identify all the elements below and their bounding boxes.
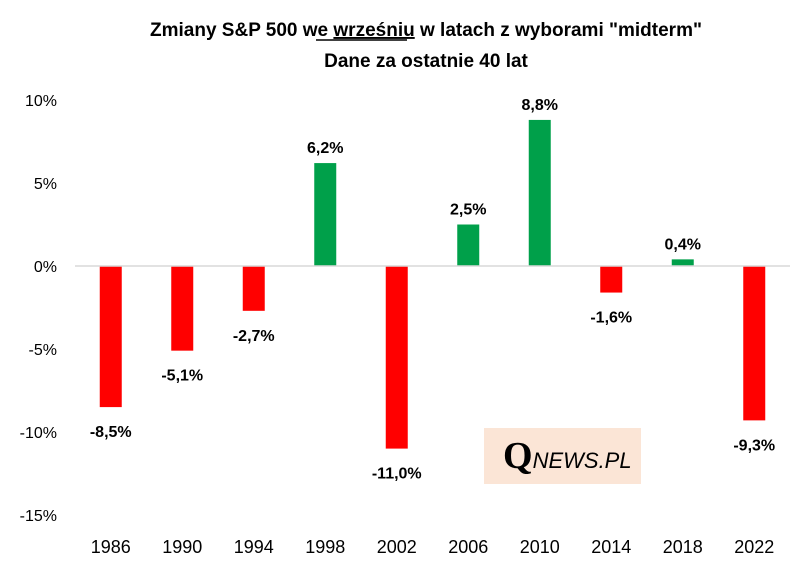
bar xyxy=(671,259,694,266)
x-tick-label: 1994 xyxy=(234,537,274,557)
chart-title-part-2: wrześniu xyxy=(332,20,414,41)
bar xyxy=(600,266,623,293)
x-tick-label: 2006 xyxy=(448,537,488,557)
bar xyxy=(314,163,337,266)
logo-rest: NEWS.PL xyxy=(533,448,632,473)
data-label: 2,5% xyxy=(450,202,486,219)
x-tick-label: 2002 xyxy=(377,537,417,557)
x-tick-label: 2018 xyxy=(663,537,703,557)
data-label: -1,6% xyxy=(590,310,632,327)
x-tick-label: 1986 xyxy=(91,537,131,557)
y-tick-label: -15% xyxy=(20,508,57,525)
data-label: -5,1% xyxy=(161,368,203,385)
y-tick-label: 0% xyxy=(34,259,57,276)
qnews-logo: QNEWS.PL xyxy=(484,428,641,484)
bar xyxy=(457,224,480,266)
data-label: 6,2% xyxy=(307,140,343,157)
bar xyxy=(242,266,265,311)
x-tick-label: 2022 xyxy=(734,537,774,557)
chart-subtitle: Dane za ostatnie 40 lat xyxy=(324,51,528,72)
y-tick-label: -10% xyxy=(20,425,57,442)
y-tick-label: -5% xyxy=(29,342,57,359)
data-label: 0,4% xyxy=(665,236,701,253)
y-tick-label: 10% xyxy=(25,93,57,110)
y-tick-label: 5% xyxy=(34,176,57,193)
bar-series xyxy=(99,119,766,449)
bar xyxy=(385,266,408,449)
chart-title-part-3: w latach z wyborami "midterm" xyxy=(415,20,702,41)
bar xyxy=(99,266,122,408)
x-tick-label: 2010 xyxy=(520,537,560,557)
data-label: 8,8% xyxy=(522,97,558,114)
logo-q: Q xyxy=(503,435,533,477)
data-label: -2,7% xyxy=(233,328,275,345)
data-label: -9,3% xyxy=(733,437,775,454)
data-label: -11,0% xyxy=(372,466,422,483)
logo-text: QNEWS.PL xyxy=(503,435,632,477)
x-tick-label: 1998 xyxy=(305,537,345,557)
bar xyxy=(743,266,766,421)
data-labels: -8,5% -5,1% -2,7% 6,2% -11,0% 2,5% 8,8% -1,6% 0,… xyxy=(90,97,775,483)
chart-title-part-1: Zmiany S&P 500 we xyxy=(150,20,333,41)
bar xyxy=(171,266,194,351)
x-axis: 1986 1990 1994 1998 2002 2006 2010 2014 2018 2022 xyxy=(91,537,775,557)
bar xyxy=(528,119,551,266)
y-axis: 10% 5% 0% -5% -10% -15% xyxy=(20,93,57,525)
x-tick-label: 2014 xyxy=(591,537,631,557)
x-tick-label: 1990 xyxy=(162,537,202,557)
logo-background xyxy=(484,428,641,484)
data-label: -8,5% xyxy=(90,424,132,441)
chart-title: Zmiany S&P 500 we wrześniu w latach z wy… xyxy=(150,20,702,41)
